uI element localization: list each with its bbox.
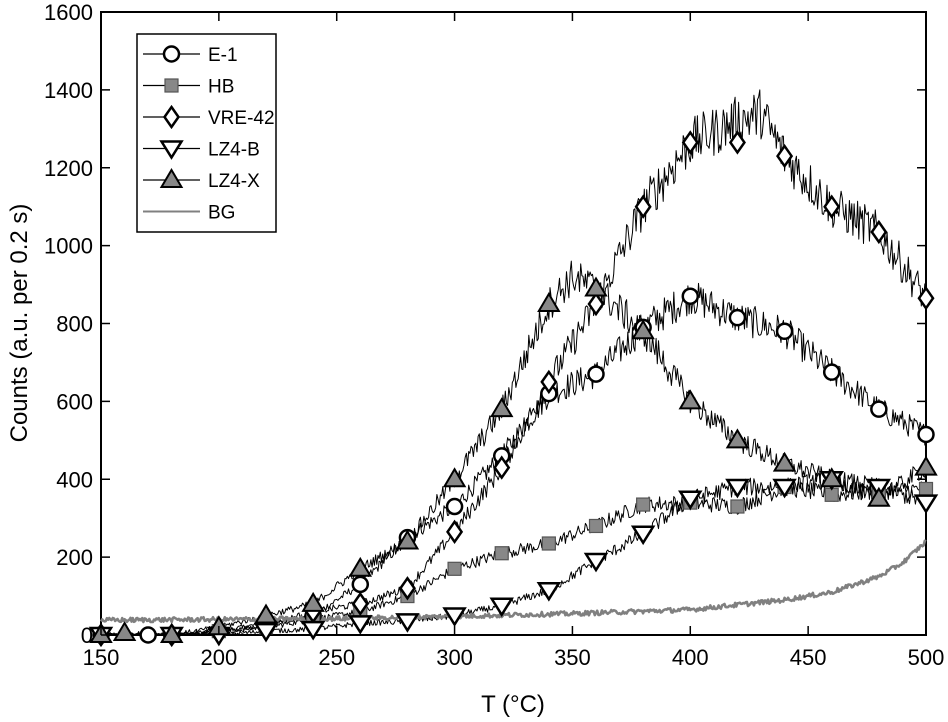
- data-point-lz4-x: [301, 591, 325, 612]
- data-point-vre-42: [917, 286, 935, 311]
- data-point-lz4-b: [772, 478, 797, 499]
- y-axis-title: Counts (a.u. per 0.2 s): [6, 204, 33, 443]
- data-point-e-1: [445, 497, 464, 516]
- data-point-vre-42: [728, 130, 746, 155]
- data-point-hb: [918, 481, 934, 497]
- y-tick-label: 200: [56, 545, 93, 570]
- data-point-lz4-x: [914, 455, 938, 476]
- data-point-lz4-b: [725, 478, 750, 499]
- data-point-e-1: [775, 322, 794, 341]
- data-point-lz4-x: [867, 486, 891, 507]
- data-point-lz4-x: [584, 276, 608, 297]
- legend-label: LZ4-B: [208, 140, 260, 161]
- data-point-vre-42: [398, 576, 416, 601]
- x-tick-label: 400: [672, 645, 709, 670]
- data-point-lz4-x: [631, 319, 655, 340]
- data-point-lz4-x: [819, 467, 844, 488]
- y-tick-label: 1400: [44, 78, 93, 103]
- x-tick-label: 150: [83, 645, 120, 670]
- data-point-e-1: [587, 365, 605, 383]
- y-tick-label: 400: [56, 467, 93, 492]
- data-point-lz4-x: [112, 621, 137, 642]
- data-point-hb: [636, 497, 651, 512]
- legend-label: HB: [208, 77, 234, 98]
- legend-label: VRE-42: [208, 108, 275, 129]
- legend: E-1 HB VRE-42 LZ4-B LZ4-X BG: [136, 33, 277, 233]
- data-point-lz4-x: [254, 603, 278, 624]
- data-point-lz4-b: [536, 581, 562, 602]
- data-point-lz4-b: [489, 597, 514, 618]
- series-line-bg: [99, 539, 927, 624]
- data-point-hb: [447, 561, 462, 576]
- data-point-e-1: [681, 287, 700, 305]
- y-tick-label: 1600: [44, 0, 93, 25]
- marker-layer: [88, 130, 939, 648]
- data-point-vre-42: [540, 369, 558, 395]
- legend-marker: [162, 45, 181, 63]
- data-point-lz4-b: [253, 622, 279, 643]
- data-point-vre-42: [823, 194, 841, 219]
- ticks-layer: 150 200 250 300 350 400 450 500 0 200 400 600 800 100…: [44, 0, 944, 670]
- data-point-vre-42: [870, 219, 888, 245]
- x-tick-label: 500: [908, 645, 945, 670]
- data-point-e-1: [728, 308, 747, 327]
- y-tick-label: 800: [56, 312, 93, 337]
- x-tick-label: 200: [200, 645, 237, 670]
- data-point-lz4-x: [678, 389, 703, 410]
- legend-marker: [162, 104, 181, 130]
- data-point-lz4-x: [442, 467, 467, 488]
- data-point-lz4-b: [442, 607, 467, 627]
- legend-marker: [159, 140, 184, 160]
- y-tick-label: 1000: [44, 234, 93, 259]
- data-point-vre-42: [634, 194, 652, 219]
- data-point-lz4-x: [772, 451, 797, 472]
- data-point-hb: [541, 536, 556, 551]
- data-point-vre-42: [587, 291, 605, 317]
- data-point-lz4-b: [395, 613, 420, 633]
- x-tick-label: 250: [318, 645, 355, 670]
- data-point-lz4-b: [678, 490, 703, 511]
- legend-label: E-1: [208, 45, 238, 66]
- data-point-lz4-b: [583, 552, 609, 573]
- data-point-hb: [494, 546, 509, 561]
- data-point-lz4-x: [537, 292, 561, 313]
- y-tick-label: 1200: [44, 156, 93, 181]
- data-point-vre-42: [351, 591, 369, 617]
- data-point-hb: [588, 518, 604, 534]
- data-point-vre-42: [776, 143, 794, 169]
- data-point-lz4-x: [159, 623, 184, 643]
- x-tick-label: 350: [554, 645, 591, 670]
- x-axis-title: T (°C): [481, 691, 545, 718]
- data-point-lz4-x: [725, 428, 750, 449]
- legend-marker: [159, 168, 184, 188]
- data-point-vre-42: [493, 455, 511, 480]
- data-point-lz4-b: [630, 525, 656, 546]
- data-point-lz4-x: [489, 397, 514, 418]
- data-point-lz4-x: [348, 556, 373, 577]
- legend-label: BG: [208, 203, 235, 224]
- data-point-lz4-b: [913, 494, 939, 514]
- legend-box: [136, 33, 277, 233]
- data-point-lz4-b: [348, 615, 373, 635]
- data-point-lz4-b: [300, 620, 326, 641]
- data-point-e-1: [351, 575, 370, 594]
- x-tick-label: 450: [790, 645, 827, 670]
- data-point-vre-42: [446, 519, 464, 544]
- data-point-e-1: [917, 425, 935, 444]
- data-point-e-1: [822, 363, 841, 381]
- legend-marker: [164, 78, 179, 93]
- x-tick-label: 300: [436, 645, 473, 670]
- legend-label: LZ4-X: [208, 171, 260, 192]
- data-point-e-1: [139, 626, 157, 644]
- legend-entries: E-1 HB VRE-42 LZ4-B LZ4-X BG: [143, 45, 275, 224]
- y-tick-label: 0: [81, 623, 93, 648]
- data-point-vre-42: [681, 130, 699, 155]
- data-point-lz4-x: [395, 529, 420, 550]
- data-point-hb: [730, 499, 745, 514]
- y-tick-label: 600: [56, 389, 93, 414]
- data-point-e-1: [870, 400, 888, 418]
